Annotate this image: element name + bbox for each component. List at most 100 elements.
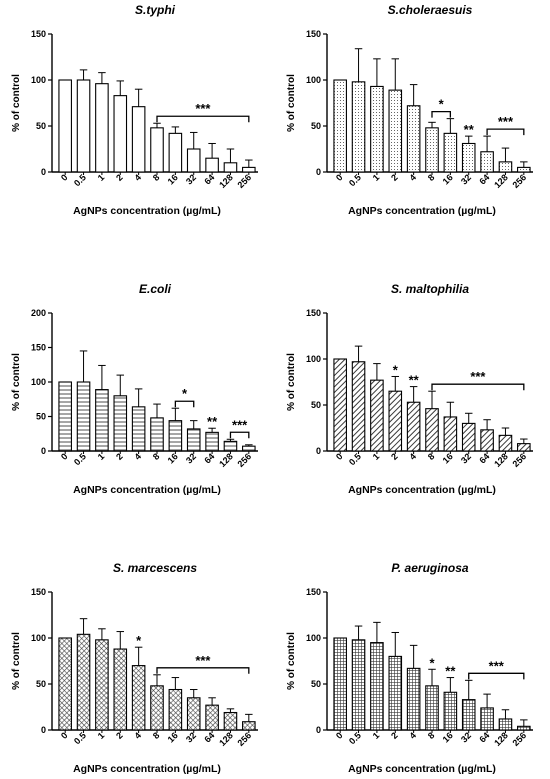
x-tick-label: 32 [459,172,473,186]
significance-bracket [468,672,525,680]
chart-title: E.coli [139,282,172,296]
significance-label: * [393,362,399,377]
y-axis-label: % of control [286,353,297,411]
bar [76,381,91,452]
y-tick-label: 100 [306,354,321,364]
bar [406,105,421,173]
y-tick-label: 200 [31,308,46,318]
bar [150,127,164,173]
x-tick-label: 64 [477,730,491,744]
bar [425,685,439,731]
bar [461,422,476,452]
y-tick-label: 50 [36,679,46,689]
x-tick-label: 0.5 [72,451,88,467]
bar [425,127,439,173]
significance-label: *** [232,417,248,432]
x-tick-label: 2 [114,730,125,741]
bar [480,429,494,452]
y-tick-label: 150 [306,587,321,597]
bar [186,148,201,173]
significance-label: * [182,386,188,401]
y-tick-label: 50 [311,400,321,410]
significance-label: ** [207,414,218,429]
y-tick-label: 100 [31,75,46,85]
y-axis-label: % of control [11,74,22,132]
bar [223,711,238,731]
y-tick-label: 150 [31,343,46,353]
x-tick-label: 1 [96,730,107,741]
bar [517,443,531,452]
x-tick-label: 4 [132,730,143,741]
x-axis-label: AgNPs concentration (µg/mL) [348,763,496,775]
significance-label: * [429,655,435,670]
bar [95,639,109,731]
bar [425,408,439,452]
bar [131,665,146,731]
bar [388,655,403,731]
x-tick-label: 8 [151,451,162,462]
bar [168,688,183,731]
bar [333,358,347,452]
bar [406,401,421,452]
y-axis-label: % of control [11,353,22,411]
y-tick-label: 150 [306,308,321,318]
x-tick-label: 1 [96,451,107,462]
x-tick-label: 1 [371,172,382,183]
bar [351,361,366,452]
y-axis-label: % of control [286,632,297,690]
x-tick-label: 64 [477,172,491,186]
y-tick-label: 100 [31,377,46,387]
x-tick-label: 0 [59,451,70,462]
bar [498,434,513,452]
x-tick-label: 0 [334,451,345,462]
chart-title: P. aeruginosa [391,561,468,575]
bar [168,132,183,173]
significance-label: * [136,633,142,648]
x-tick-label: 256 [236,730,254,748]
x-tick-label: 2 [389,172,400,183]
significance-label: *** [498,114,514,129]
y-axis-label: % of control [286,74,297,132]
x-axis-label: AgNPs concentration (µg/mL) [73,484,221,496]
bar [351,81,366,173]
y-tick-label: 150 [31,29,46,39]
x-axis-label: AgNPs concentration (µg/mL) [348,484,496,496]
bar [242,166,256,173]
chart-title: S. marcescens [113,561,197,575]
x-tick-label: 0 [59,730,70,741]
significance-bracket [431,110,452,118]
x-tick-label: 256 [511,451,529,469]
x-tick-label: 1 [371,730,382,741]
significance-label: *** [489,658,505,673]
significance-label: *** [195,653,211,668]
y-tick-label: 100 [31,633,46,643]
x-tick-label: 4 [407,451,418,462]
x-tick-label: 8 [426,172,437,183]
x-axis-label: AgNPs concentration (µg/mL) [73,763,221,775]
bar [186,697,201,731]
x-tick-label: 128 [217,451,235,469]
x-tick-label: 16 [441,730,455,744]
x-tick-label: 4 [407,730,418,741]
x-tick-label: 16 [166,730,180,744]
x-tick-label: 256 [511,172,529,190]
bar [480,151,494,173]
x-tick-label: 2 [114,451,125,462]
bar [131,106,146,173]
significance-bracket [174,400,195,408]
significance-bracket [229,431,250,439]
bar [113,395,128,452]
bar [443,416,458,452]
bar [186,428,201,452]
y-tick-label: 0 [316,725,321,735]
x-tick-label: 32 [184,451,198,465]
x-tick-label: 128 [217,730,235,748]
y-tick-label: 0 [41,725,46,735]
bar [517,166,531,173]
bar [370,85,384,173]
x-tick-label: 4 [132,451,143,462]
x-tick-label: 16 [441,451,455,465]
